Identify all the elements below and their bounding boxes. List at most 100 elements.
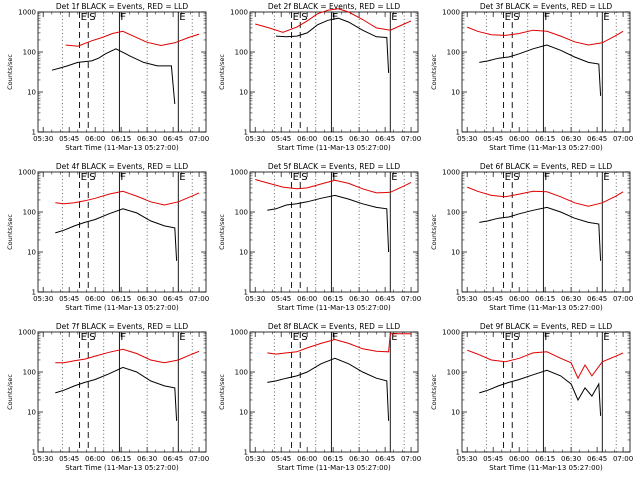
event-marker-label: F <box>544 332 550 343</box>
event-marker-label: E <box>293 172 299 183</box>
y-tick-label: 100 <box>23 49 36 57</box>
y-tick-label: 1000 <box>442 329 460 337</box>
x-tick-label: 05:30 <box>457 455 477 463</box>
y-tick-label: 10 <box>451 409 460 417</box>
x-tick-label: 06:30 <box>349 455 369 463</box>
x-axis-label: Start Time (11-Mar-13 05:27:00) <box>65 304 179 312</box>
chart-title: Det 6f BLACK = Events, RED = LLD <box>480 162 613 171</box>
x-tick-label: 05:30 <box>457 135 477 143</box>
event-marker-label: F <box>332 332 338 343</box>
x-tick-label: 06:45 <box>375 455 395 463</box>
x-tick-label: 06:30 <box>561 295 581 303</box>
y-tick-label: 100 <box>235 49 248 57</box>
y-tick-label: 100 <box>235 209 248 217</box>
event-marker-label: E <box>603 332 609 343</box>
y-tick-label: 1000 <box>230 169 248 177</box>
series-line-black <box>267 194 390 253</box>
x-tick-label: 06:45 <box>587 295 607 303</box>
y-tick-label: 1000 <box>18 169 36 177</box>
chart-panel-8: Det 8f BLACK = Events, RED = LLD Counts/s… <box>218 322 421 472</box>
y-axis-label: Counts/sec <box>430 374 438 410</box>
x-tick-label: 07:00 <box>189 135 209 143</box>
x-axis-label: Start Time (11-Mar-13 05:27:00) <box>277 304 391 312</box>
y-tick-label: 1 <box>244 129 248 137</box>
y-tick-label: 1000 <box>18 329 36 337</box>
y-tick-label: 1 <box>456 289 460 297</box>
y-tick-label: 1000 <box>230 9 248 17</box>
x-tick-label: 06:00 <box>85 135 105 143</box>
x-tick-label: 06:45 <box>375 135 395 143</box>
x-tick-label: 06:30 <box>349 135 369 143</box>
series-line-red <box>267 333 412 355</box>
plot-frame <box>249 11 419 133</box>
plot-frame <box>461 331 631 453</box>
event-marker-label: F <box>544 12 550 23</box>
y-tick-label: 1 <box>456 449 460 457</box>
x-tick-label: 06:00 <box>85 295 105 303</box>
plot-frame <box>37 11 207 133</box>
x-tick-label: 06:45 <box>587 135 607 143</box>
x-tick-label: 06:45 <box>587 455 607 463</box>
chart-title: Det 2f BLACK = Events, RED = LLD <box>268 2 401 11</box>
chart-title: Det 9f BLACK = Events, RED = LLD <box>480 322 613 331</box>
y-tick-label: 1 <box>32 129 36 137</box>
x-tick-label: 06:00 <box>85 455 105 463</box>
y-tick-label: 100 <box>447 49 460 57</box>
event-marker-label: E <box>81 12 87 23</box>
x-tick-label: 05:30 <box>33 295 53 303</box>
series-line-black <box>55 366 178 421</box>
x-tick-label: 06:00 <box>509 455 529 463</box>
series-line-black <box>267 357 390 421</box>
chart-panel-9: Det 9f BLACK = Events, RED = LLD Counts/s… <box>430 322 633 472</box>
event-marker-label: S <box>301 12 307 23</box>
x-axis-label: Start Time (11-Mar-13 05:27:00) <box>489 144 603 152</box>
event-marker-label: E <box>293 332 299 343</box>
event-marker-label: E <box>81 332 87 343</box>
series-line-black <box>479 206 602 261</box>
event-marker-label: E <box>391 172 397 183</box>
x-tick-label: 05:30 <box>33 455 53 463</box>
x-tick-label: 06:00 <box>509 295 529 303</box>
series-line-black <box>275 17 390 73</box>
event-marker-label: F <box>120 172 126 183</box>
y-tick-label: 1 <box>456 129 460 137</box>
x-tick-label: 06:15 <box>323 455 343 463</box>
y-axis-label: Counts/sec <box>218 54 226 90</box>
y-tick-label: 1 <box>244 289 248 297</box>
series-line-red <box>255 179 412 194</box>
chart-panel-5: Det 5f BLACK = Events, RED = LLD Counts/s… <box>218 162 421 312</box>
x-tick-label: 06:30 <box>137 295 157 303</box>
y-tick-label: 10 <box>451 249 460 257</box>
y-tick-label: 10 <box>239 409 248 417</box>
x-tick-label: 05:45 <box>271 295 291 303</box>
x-tick-label: 05:45 <box>483 295 503 303</box>
x-tick-label: 05:45 <box>59 295 79 303</box>
x-tick-label: 06:15 <box>323 295 343 303</box>
plot-frame <box>461 171 631 293</box>
y-tick-label: 10 <box>451 89 460 97</box>
x-tick-label: 07:00 <box>401 455 421 463</box>
series-line-red <box>467 186 624 207</box>
plot-frame <box>249 331 419 453</box>
event-marker-label: E <box>179 332 185 343</box>
event-marker-label: E <box>505 332 511 343</box>
x-tick-label: 07:00 <box>189 295 209 303</box>
y-axis-label: Counts/sec <box>6 374 14 410</box>
x-tick-label: 06:15 <box>323 135 343 143</box>
chart-panel-6: Det 6f BLACK = Events, RED = LLD Counts/s… <box>430 162 633 312</box>
x-tick-label: 06:45 <box>163 455 183 463</box>
x-tick-label: 07:00 <box>613 135 633 143</box>
y-tick-label: 10 <box>27 89 36 97</box>
series-line-red <box>65 30 200 47</box>
y-tick-label: 1000 <box>442 9 460 17</box>
event-marker-label: E <box>293 12 299 23</box>
y-tick-label: 10 <box>27 409 36 417</box>
event-marker-label: F <box>120 12 126 23</box>
event-marker-label: F <box>544 172 550 183</box>
y-axis-label: Counts/sec <box>218 374 226 410</box>
event-marker-label: F <box>332 12 338 23</box>
series-line-black <box>479 369 602 416</box>
x-tick-label: 05:30 <box>33 135 53 143</box>
event-marker-label: S <box>301 332 307 343</box>
